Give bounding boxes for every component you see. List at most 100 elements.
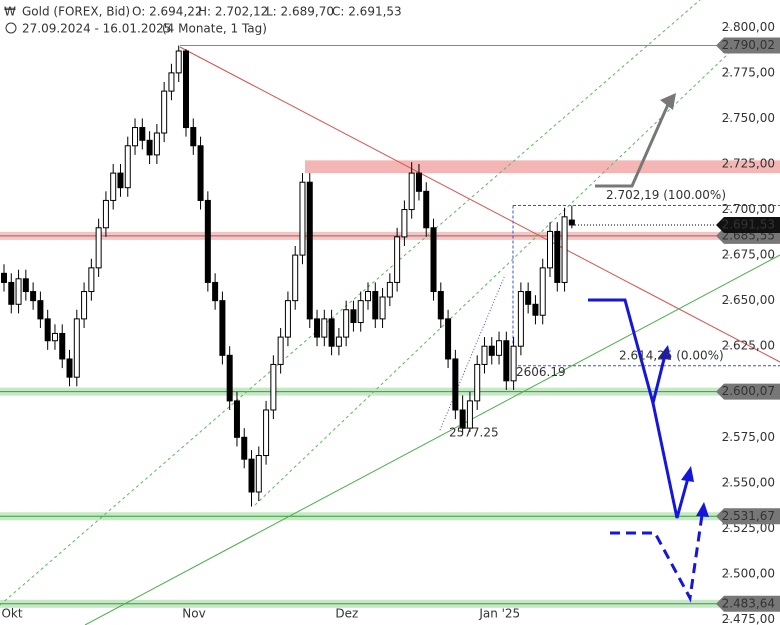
candle-body bbox=[554, 230, 561, 283]
candle-body bbox=[37, 300, 44, 320]
candle-body bbox=[488, 345, 495, 356]
icon: ₩ bbox=[4, 5, 16, 19]
trend-line bbox=[179, 46, 780, 363]
scenario-arrow bbox=[651, 402, 690, 519]
y-tick-label: 2.550,00 bbox=[722, 475, 775, 489]
candle-body bbox=[1, 272, 7, 283]
candle-body bbox=[408, 172, 415, 211]
candle-body bbox=[81, 291, 88, 320]
candle-body bbox=[197, 145, 204, 201]
candle-body bbox=[175, 50, 182, 74]
ohlc: O: 2.694,22 bbox=[132, 5, 203, 19]
price-tag bbox=[716, 595, 780, 612]
candle-body bbox=[314, 318, 321, 338]
y-tick-label: 2.800,00 bbox=[722, 20, 775, 34]
candle-body bbox=[481, 345, 488, 365]
y-tick-label: 2.625,00 bbox=[722, 339, 775, 353]
candle-body bbox=[219, 300, 226, 356]
price-tag-label: 2.790,02 bbox=[722, 38, 775, 52]
y-tick-label: 2.700,00 bbox=[722, 202, 775, 216]
candle-body bbox=[401, 209, 408, 238]
candle-body bbox=[335, 336, 342, 347]
y-tick-label: 2.650,00 bbox=[722, 293, 775, 307]
x-tick-label: Nov bbox=[182, 607, 205, 621]
scenario-arrow bbox=[595, 99, 672, 188]
y-tick-label: 2.725,00 bbox=[722, 156, 775, 170]
fib-line bbox=[439, 274, 506, 431]
candle-body bbox=[328, 318, 335, 347]
candle-body bbox=[190, 127, 197, 147]
candle-body bbox=[95, 227, 102, 269]
date-range: 27.09.2024 - 16.01.2025 bbox=[22, 22, 171, 36]
y-tick-label: 2.525,00 bbox=[722, 521, 775, 535]
arrow-head bbox=[696, 502, 709, 517]
candle-body bbox=[423, 190, 430, 229]
y-tick-label: 2.475,00 bbox=[722, 612, 775, 625]
candle-body bbox=[372, 291, 379, 320]
candle-body bbox=[343, 309, 350, 338]
x-tick-label: Dez bbox=[335, 607, 358, 621]
candle-body bbox=[132, 127, 139, 147]
header: ₩ Gold (FOREX, Bid) O: 2.694,22 H: 2.702… bbox=[4, 5, 402, 36]
candle-body bbox=[124, 145, 131, 189]
candle-body bbox=[73, 318, 80, 378]
price-tag-label: 2.600,07 bbox=[722, 384, 775, 398]
resistance-zone bbox=[305, 160, 780, 174]
candle-body bbox=[146, 139, 153, 156]
arrow-head bbox=[681, 466, 694, 482]
scenario-arrow bbox=[610, 514, 704, 603]
candle-body bbox=[321, 318, 328, 338]
candle-body bbox=[59, 332, 66, 360]
candle-body bbox=[168, 72, 175, 92]
candle-body bbox=[496, 340, 503, 356]
candle-body bbox=[503, 340, 510, 382]
x-tick-label: Jan '25 bbox=[478, 607, 520, 621]
candle-body bbox=[474, 363, 481, 402]
candle-body bbox=[532, 303, 539, 316]
candle-body bbox=[30, 291, 37, 302]
candle-body bbox=[51, 332, 58, 342]
candle-body bbox=[547, 230, 553, 269]
price-tag-label: 2.483,64 bbox=[722, 596, 775, 610]
candle-body bbox=[204, 199, 211, 283]
fib-label: 2.614,25 (0.00%) bbox=[619, 348, 724, 362]
candle-body bbox=[437, 291, 444, 320]
point-label: 2577.25 bbox=[449, 426, 499, 440]
x-tick-label: Okt bbox=[1, 607, 22, 621]
candle-body bbox=[539, 267, 546, 316]
y-tick-label: 2.500,00 bbox=[722, 566, 775, 580]
candle-body bbox=[561, 216, 568, 283]
candle-body bbox=[110, 172, 117, 201]
y-tick-label: 2.575,00 bbox=[722, 430, 775, 444]
price-tag-label: 2.691,53 bbox=[722, 217, 775, 231]
ohlc: C: 2.691,53 bbox=[332, 5, 402, 19]
candle-body bbox=[270, 363, 277, 411]
arrow-head bbox=[658, 345, 671, 360]
candle-body bbox=[284, 300, 291, 338]
scenario-arrow bbox=[588, 298, 667, 409]
title: Gold (FOREX, Bid) bbox=[22, 5, 130, 19]
ohlc: H: 2.702,12 bbox=[198, 5, 268, 19]
candle-body bbox=[183, 50, 189, 129]
candle-body bbox=[212, 281, 219, 302]
clock-icon bbox=[5, 22, 17, 34]
candle-body bbox=[8, 281, 15, 305]
candle-body bbox=[350, 309, 357, 324]
candle-body bbox=[263, 409, 270, 457]
candle-body bbox=[525, 291, 532, 305]
y-tick-label: 2.750,00 bbox=[722, 111, 775, 125]
point-label: 2606.19 bbox=[516, 365, 566, 379]
candle-body bbox=[248, 458, 255, 493]
candle-body bbox=[299, 181, 306, 256]
candle-body bbox=[452, 358, 459, 411]
price-tag bbox=[716, 383, 780, 400]
y-tick-label: 2.775,00 bbox=[722, 65, 775, 79]
candle-body bbox=[394, 236, 401, 283]
period: (4 Monate, 1 Tag) bbox=[162, 22, 267, 36]
candle-body bbox=[88, 267, 95, 293]
channel-line bbox=[254, 51, 731, 506]
candle-body bbox=[445, 318, 452, 360]
candle-body bbox=[66, 358, 73, 378]
candle-body bbox=[459, 409, 466, 429]
